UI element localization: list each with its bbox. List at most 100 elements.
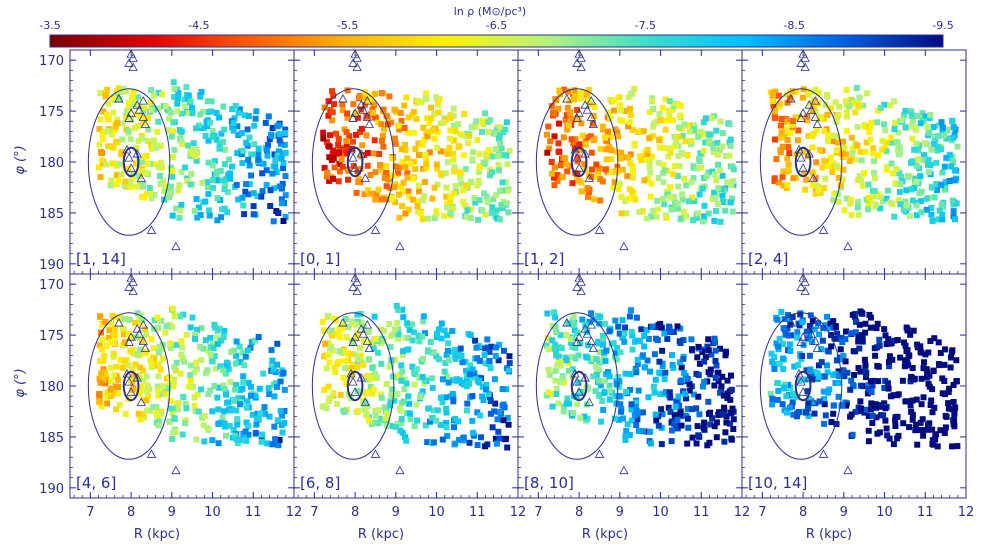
density-cell — [209, 162, 216, 169]
density-cell — [835, 380, 842, 386]
density-cell — [221, 146, 228, 153]
density-cell — [870, 158, 877, 165]
density-cell — [608, 147, 615, 154]
density-cell — [487, 410, 494, 417]
triangle-marker — [572, 282, 582, 291]
density-cell — [833, 118, 840, 125]
density-cell — [569, 116, 576, 123]
density-cell — [373, 190, 380, 197]
density-cell — [778, 308, 785, 315]
density-cell — [105, 116, 111, 123]
density-cell — [182, 103, 189, 110]
density-cell — [434, 144, 440, 151]
density-cell — [591, 103, 598, 110]
density-cell — [856, 173, 863, 180]
density-cells — [543, 307, 737, 449]
triangle-marker — [580, 100, 590, 109]
density-cell — [198, 89, 205, 95]
density-cell — [649, 95, 656, 102]
density-cell — [886, 363, 893, 370]
density-cell — [607, 114, 614, 121]
density-cell — [643, 156, 650, 163]
density-cell — [729, 208, 736, 215]
density-cell — [269, 441, 276, 448]
density-cell — [567, 109, 574, 116]
density-cells — [319, 302, 513, 451]
density-cell — [852, 109, 859, 116]
density-cell — [701, 426, 708, 433]
density-cell — [451, 163, 458, 170]
density-cell — [258, 193, 265, 200]
density-cell — [787, 129, 793, 136]
density-cell — [865, 427, 872, 434]
density-cell — [872, 201, 879, 208]
density-cell — [619, 334, 626, 341]
density-cell — [147, 407, 153, 414]
density-cell — [362, 405, 369, 412]
density-cell — [565, 360, 572, 367]
density-cell — [564, 168, 571, 175]
density-cell — [158, 143, 165, 149]
density-cell — [373, 374, 380, 380]
density-cell — [372, 169, 379, 176]
density-cell — [175, 89, 182, 96]
density-cell — [427, 418, 433, 425]
density-cell — [780, 325, 787, 332]
density-cell — [221, 161, 228, 168]
density-cell — [251, 141, 258, 148]
density-cell — [191, 402, 198, 409]
density-cell — [211, 383, 218, 389]
density-cell — [252, 429, 259, 436]
density-cell — [427, 104, 434, 111]
density-cell — [115, 177, 122, 184]
density-cell — [849, 150, 856, 157]
density-cell — [255, 151, 262, 158]
density-cell — [639, 352, 646, 359]
large-ellipse — [311, 88, 395, 236]
density-cell — [178, 351, 185, 358]
density-cell — [496, 167, 503, 174]
density-cell — [483, 386, 490, 393]
density-cell — [326, 395, 333, 402]
density-cell — [653, 417, 660, 424]
density-cell — [404, 129, 411, 136]
density-cell — [840, 353, 847, 359]
density-cell — [140, 378, 147, 385]
density-cell — [708, 351, 715, 358]
density-cell — [397, 371, 404, 378]
density-cell — [270, 218, 277, 225]
density-cell — [717, 389, 724, 396]
density-cell — [505, 367, 512, 374]
density-cell — [679, 196, 686, 203]
triangle-markers — [114, 49, 181, 251]
density-cell — [778, 129, 785, 136]
density-cell — [194, 391, 201, 398]
density-cell — [677, 112, 683, 119]
density-cell — [681, 369, 688, 376]
triangle-marker — [804, 149, 814, 158]
density-cell — [148, 86, 155, 93]
density-cell — [585, 86, 592, 93]
density-cell — [812, 326, 818, 333]
density-cell — [475, 216, 481, 223]
density-cell — [909, 365, 916, 371]
density-cell — [605, 369, 611, 375]
density-cell — [474, 409, 481, 416]
density-cell — [715, 378, 722, 385]
density-cell — [444, 150, 451, 157]
x-tick-label: 11 — [245, 505, 262, 520]
density-cell — [274, 383, 280, 390]
density-cell — [674, 173, 681, 180]
density-cell — [234, 123, 241, 130]
density-cell — [422, 330, 428, 337]
density-cell — [697, 128, 704, 135]
density-cell — [832, 371, 839, 378]
density-cell — [252, 392, 258, 399]
density-cell — [429, 384, 436, 391]
density-cell — [942, 179, 949, 186]
small-ellipse — [570, 370, 588, 402]
density-cell — [884, 187, 891, 194]
density-cell — [227, 175, 234, 182]
density-cell — [282, 130, 289, 137]
density-cell — [243, 437, 250, 444]
